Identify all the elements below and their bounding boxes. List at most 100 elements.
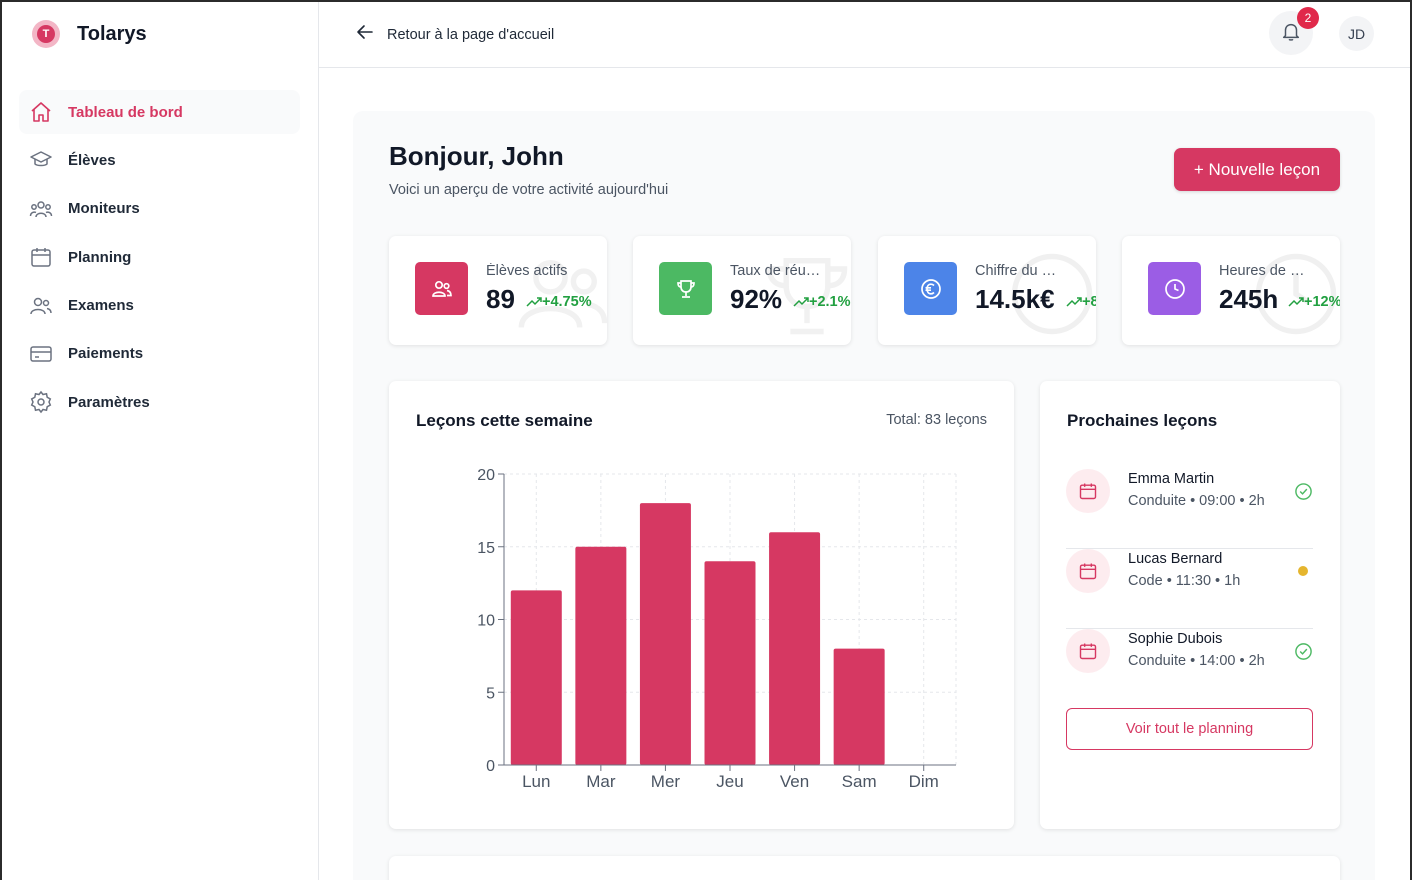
stat-card-success-rate[interactable]: Taux de réussite 92% +2.1% (633, 236, 851, 345)
chart-bar (833, 648, 885, 765)
back-link[interactable]: Retour à la page d'accueil (355, 22, 554, 47)
new-lesson-button[interactable]: + Nouvelle leçon (1174, 148, 1340, 191)
chart-bar (639, 503, 691, 765)
x-tick-label: Ven (780, 772, 809, 791)
stat-value: 89 (486, 284, 515, 314)
trophy-watermark-icon (766, 257, 848, 335)
lesson-student-name: Sophie Dubois (1128, 631, 1223, 647)
lesson-item[interactable]: Emma Martin Conduite • 09:00 • 2h (1066, 469, 1313, 549)
euro-watermark-icon (1011, 253, 1093, 335)
chart-total: Total: 83 leçons (886, 412, 987, 428)
check-circle-icon (1293, 481, 1313, 501)
trend-up-icon (1288, 297, 1304, 307)
credit-card-icon (29, 342, 53, 366)
stat-trend-value: +8% (1082, 294, 1096, 310)
y-tick-label: 10 (477, 613, 495, 630)
x-tick-label: Mer (651, 772, 681, 791)
x-tick-label: Dim (909, 772, 939, 791)
users-watermark-icon (518, 260, 607, 328)
stat-card-active-students[interactable]: Élèves actifs 89 +4.75% (389, 236, 607, 345)
lessons-week-card: Leçons cette semaine Total: 83 leçons 0 5… (389, 381, 1014, 829)
clock-icon (1148, 262, 1201, 315)
lesson-student-name: Lucas Bernard (1128, 551, 1223, 567)
sidebar-item-payments[interactable]: Paiements (19, 332, 300, 376)
upcoming-lessons-card: Prochaines leçons Emma Martin Conduite •… (1040, 381, 1340, 829)
users-group-icon (29, 197, 53, 221)
bell-icon (1280, 20, 1302, 47)
lesson-details: Conduite • 09:00 • 2h (1128, 493, 1265, 509)
sidebar-item-label: Paiements (68, 345, 144, 363)
chart-bar (575, 546, 627, 765)
notifications-button[interactable]: 2 (1269, 7, 1319, 55)
sidebar-item-label: Moniteurs (68, 200, 140, 218)
app-logo[interactable]: T Tolarys (32, 20, 147, 48)
dashboard-main: Bonjour, John Voici un aperçu de votre a… (353, 111, 1375, 880)
calendar-icon (1066, 629, 1110, 673)
view-planning-button[interactable]: Voir tout le planning (1066, 708, 1313, 750)
stat-trend-value: +4.75% (542, 294, 592, 310)
sidebar: T Tolarys Tableau de bord Élèves Moniteu… (0, 0, 319, 880)
y-tick-label: 20 (477, 467, 495, 484)
topbar: Retour à la page d'accueil 2 JD (319, 0, 1412, 68)
upcoming-title: Prochaines leçons (1067, 411, 1218, 430)
calendar-icon (1066, 469, 1110, 513)
pending-dot-icon (1293, 561, 1313, 581)
sidebar-nav: Tableau de bord Élèves Moniteurs Plannin… (19, 90, 300, 429)
x-tick-label: Mar (586, 772, 616, 791)
greeting-block: Bonjour, John Voici un aperçu de votre a… (389, 141, 668, 198)
chart-title: Leçons cette semaine (416, 411, 593, 430)
sidebar-item-label: Tableau de bord (68, 103, 183, 121)
page-subtitle: Voici un aperçu de votre activité aujour… (389, 182, 669, 198)
x-tick-label: Sam (842, 772, 877, 791)
trend-up-icon (526, 297, 542, 307)
stat-value: 92% (730, 284, 783, 314)
notification-count-badge: 2 (1297, 7, 1319, 29)
lessons-bar-chart: 0 5 10 15 20 Lun Mar Mer Jeu Ven Sam Dim (477, 467, 957, 791)
sidebar-item-exams[interactable]: Examens (19, 284, 300, 328)
lesson-item[interactable]: Lucas Bernard Code • 11:30 • 1h (1066, 549, 1313, 629)
user-avatar[interactable]: JD (1339, 16, 1374, 51)
y-tick-label: 0 (486, 758, 495, 775)
sidebar-item-planning[interactable]: Planning (19, 235, 300, 279)
lesson-student-name: Emma Martin (1128, 471, 1215, 487)
check-circle-icon (1293, 641, 1313, 661)
stat-label: Taux de réussite (730, 263, 822, 279)
stat-label: Élèves actifs (486, 263, 568, 279)
sidebar-item-label: Examens (68, 297, 134, 315)
gear-icon (29, 390, 53, 414)
stat-trend-value: +2.1% (809, 294, 851, 310)
sidebar-item-dashboard[interactable]: Tableau de bord (19, 90, 300, 134)
back-link-label: Retour à la page d'accueil (387, 26, 555, 43)
stat-trend-value: +12% (1304, 294, 1340, 310)
y-tick-label: 5 (486, 685, 495, 702)
x-tick-label: Jeu (716, 772, 743, 791)
trophy-icon (659, 262, 712, 315)
stat-trend: +4.75% (526, 294, 592, 310)
stat-trend: +8% (1066, 294, 1096, 310)
stat-card-driving-hours[interactable]: Heures de conduite 245h +12% (1122, 236, 1340, 345)
sidebar-item-label: Élèves (68, 151, 116, 169)
clock-watermark-icon (1255, 253, 1337, 335)
arrow-left-icon (355, 22, 375, 47)
sidebar-item-settings[interactable]: Paramètres (19, 380, 300, 424)
stat-value: 245h (1219, 284, 1279, 314)
stat-label: Chiffre du mois (975, 263, 1067, 279)
lesson-details: Conduite • 14:00 • 2h (1128, 653, 1265, 669)
users-icon (415, 262, 468, 315)
stat-value: 14.5k€ (975, 284, 1055, 314)
bottom-card (389, 856, 1340, 880)
sidebar-item-instructors[interactable]: Moniteurs (19, 187, 300, 231)
stat-trend: +2.1% (793, 294, 851, 310)
stat-card-monthly-revenue[interactable]: Chiffre du mois 14.5k€ +8% (878, 236, 1096, 345)
app-name: Tolarys (77, 22, 147, 45)
lesson-details: Code • 11:30 • 1h (1128, 573, 1241, 589)
sidebar-item-students[interactable]: Élèves (19, 138, 300, 182)
home-icon (29, 100, 53, 124)
graduation-cap-icon (29, 148, 53, 172)
chart-bar (704, 561, 756, 765)
calendar-icon (1066, 549, 1110, 593)
lesson-item[interactable]: Sophie Dubois Conduite • 14:00 • 2h (1066, 629, 1313, 709)
trend-up-icon (793, 297, 809, 307)
stats-row: Élèves actifs 89 +4.75% Taux de réussite… (389, 236, 1340, 346)
stat-label: Heures de conduite (1219, 263, 1311, 279)
